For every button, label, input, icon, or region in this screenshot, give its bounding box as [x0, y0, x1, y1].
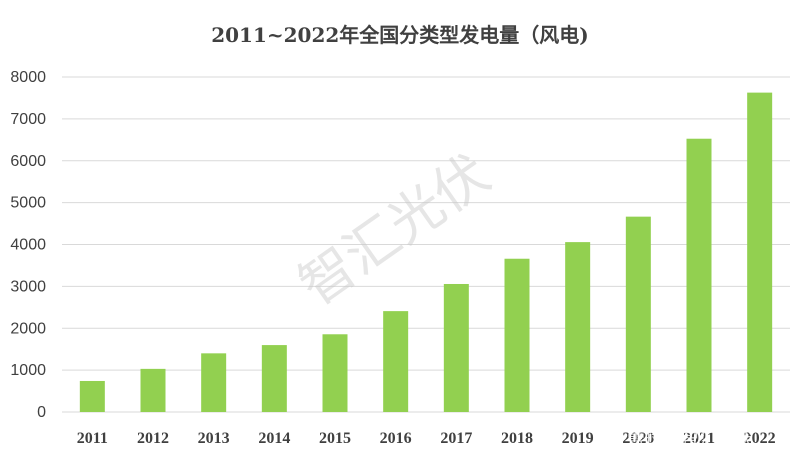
x-tick-label: 2020 [622, 430, 654, 447]
x-tick-label: 2014 [258, 430, 290, 447]
x-tick-label: 2018 [501, 430, 533, 447]
bar-2015 [322, 334, 348, 412]
y-tick-label: 4000 [10, 237, 46, 254]
x-tick-label: 2013 [198, 430, 230, 447]
bar-2022 [747, 92, 773, 412]
y-tick-label: 8000 [10, 69, 46, 86]
bar-2011 [79, 380, 105, 412]
bar-2014 [261, 345, 287, 412]
x-tick-label: 2019 [562, 430, 594, 447]
gridlines [62, 76, 790, 413]
bars [79, 92, 773, 412]
y-tick-label: 1000 [10, 362, 46, 379]
bar-2013 [201, 353, 227, 412]
x-tick-label: 2015 [319, 430, 351, 447]
bar-2019 [565, 242, 591, 412]
bar-2021 [686, 138, 712, 412]
x-axis-ticks: 2011 2012 2013 2014 2015 2016 2017 2018 2019 2020… [77, 430, 776, 447]
bar-2012 [140, 368, 166, 412]
x-tick-label: 2016 [380, 430, 412, 447]
watermark: 智汇光伏 [288, 142, 501, 317]
x-tick-label: 2021 [683, 430, 715, 447]
bar-2017 [443, 283, 469, 412]
chart-title: 2011~2022年全国分类型发电量（风电) [211, 23, 589, 47]
y-tick-label: 5000 [10, 195, 46, 212]
y-tick-label: 0 [37, 404, 46, 421]
x-tick-label: 2011 [77, 430, 108, 447]
y-tick-label: 7000 [10, 111, 46, 128]
bar-2018 [504, 258, 530, 412]
x-tick-label: 2012 [137, 430, 169, 447]
x-tick-label: 2017 [440, 430, 472, 447]
y-tick-label: 3000 [10, 278, 46, 295]
y-tick-label: 6000 [10, 153, 46, 170]
bar-2016 [383, 311, 409, 412]
x-tick-label: 2022 [744, 430, 776, 447]
bar-2020 [625, 216, 651, 412]
footer-watermark: 雪球：智汇光伏 [627, 430, 753, 451]
y-tick-label: 2000 [10, 320, 46, 337]
y-axis-ticks: 0 1000 2000 3000 4000 5000 6000 7000 8000 [10, 69, 46, 421]
